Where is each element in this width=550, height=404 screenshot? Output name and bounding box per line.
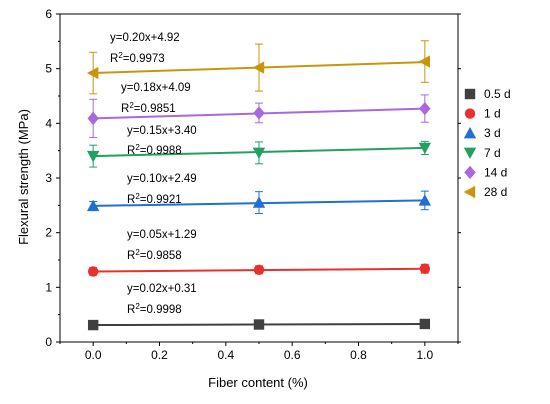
data-point <box>87 111 99 126</box>
y-tick-label: 2 <box>45 226 52 240</box>
series-7-d: y=0.15x+3.40 R2=0.9988 <box>86 125 432 168</box>
series-28-d: y=0.20x+4.92 R2=0.9973 <box>86 32 431 95</box>
fit-r-squared: R2=0.9858 <box>127 248 182 263</box>
y-tick-label: 1 <box>45 280 52 294</box>
legend-label: 14 d <box>484 165 507 179</box>
data-point <box>253 319 265 330</box>
legend-marker <box>463 147 477 159</box>
legend-marker <box>464 108 476 119</box>
data-point <box>419 101 431 116</box>
fit-r-squared: R2=0.9988 <box>127 143 182 158</box>
series-0_5-d: y=0.02x+0.31 R2=0.9998 <box>87 283 431 331</box>
x-tick-label: 0.0 <box>85 348 102 362</box>
data-point <box>86 199 100 212</box>
plot-layer: 0.0 0.2 0.4 0.6 0.8 1.0 0 1 2 3 4 5 6 y=0.02x+0.31 R2=… <box>45 7 510 362</box>
data-point <box>252 196 266 208</box>
x-tick-label: 1.0 <box>416 348 433 362</box>
legend-label: 3 d <box>484 126 501 140</box>
data-point <box>253 106 265 120</box>
fit-r-squared: R2=0.9973 <box>110 51 165 66</box>
legend-marker <box>464 165 476 180</box>
y-tick-label: 6 <box>45 7 52 21</box>
data-point <box>419 263 431 274</box>
y-axis-title: Flexural strength (MPa) <box>16 109 31 245</box>
fit-equation: y=0.02x+0.31 <box>127 283 197 295</box>
legend-label: 7 d <box>484 146 501 160</box>
legend-marker <box>463 127 477 139</box>
series-3-d: y=0.10x+2.49 R2=0.9921 <box>86 173 432 215</box>
legend-label: 28 d <box>484 185 507 199</box>
x-axis-title: Fiber content (%) <box>208 375 308 390</box>
fit-equation: y=0.20x+4.92 <box>110 32 180 44</box>
legend-marker <box>464 88 476 100</box>
y-tick-label: 3 <box>45 171 52 185</box>
fit-equation: y=0.18x+4.09 <box>121 82 191 94</box>
legend-label: 1 d <box>484 107 501 121</box>
fit-r-squared: R2=0.9998 <box>127 302 182 317</box>
data-point <box>252 61 265 74</box>
data-point <box>86 150 100 163</box>
data-point <box>87 266 99 277</box>
fit-equation: y=0.05x+1.29 <box>127 229 197 241</box>
data-point <box>86 66 99 80</box>
y-tick-label: 4 <box>45 116 52 130</box>
data-point <box>87 319 99 331</box>
legend-marker <box>463 185 476 199</box>
x-tick-label: 0.4 <box>217 348 234 362</box>
x-tick-label: 0.2 <box>151 348 168 362</box>
fit-equation: y=0.15x+3.40 <box>127 125 197 137</box>
legend: 0.5 d 1 d 3 d 7 d 14 d 28 d <box>463 87 511 199</box>
y-tick-label: 5 <box>45 62 52 76</box>
data-point <box>419 318 431 330</box>
x-tick-label: 0.6 <box>284 348 301 362</box>
fit-r-squared: R2=0.9921 <box>127 192 182 207</box>
data-point <box>252 147 266 160</box>
y-tick-label: 0 <box>45 335 52 349</box>
data-point <box>253 264 265 276</box>
series-14-d: y=0.18x+4.09 R2=0.9851 <box>87 82 431 139</box>
series-1-d: y=0.05x+1.29 R2=0.9858 <box>87 229 431 277</box>
data-point <box>418 142 432 155</box>
fit-r-squared: R2=0.9851 <box>121 101 176 116</box>
fit-equation: y=0.10x+2.49 <box>127 173 197 185</box>
data-point <box>418 194 432 206</box>
x-tick-label: 0.8 <box>350 348 367 362</box>
legend-label: 0.5 d <box>484 87 511 101</box>
data-point <box>418 55 431 68</box>
